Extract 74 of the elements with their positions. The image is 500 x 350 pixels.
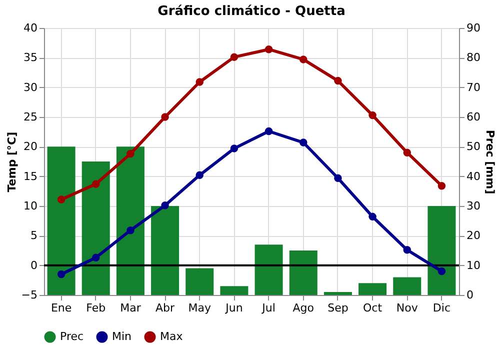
point — [334, 76, 342, 85]
y2-tick-label: 40 — [466, 170, 480, 183]
y-tick-label: 10 — [24, 200, 38, 212]
bar — [393, 277, 422, 295]
bar — [289, 250, 318, 295]
point — [334, 174, 342, 182]
bar — [82, 162, 110, 295]
y-tick-label: 0 — [30, 258, 38, 272]
bar — [428, 206, 456, 295]
bar — [324, 292, 352, 295]
y2-tick-label: 50 — [466, 140, 480, 154]
y-tick-label: 35 — [24, 51, 38, 64]
y2-tick-label: 90 — [466, 22, 480, 34]
point — [57, 196, 66, 204]
x-tick-label: Feb — [86, 302, 106, 314]
x-tick-label: May — [188, 302, 212, 314]
point — [300, 138, 308, 146]
y2-tick-label: 70 — [466, 80, 480, 94]
point — [57, 270, 66, 278]
bar — [151, 206, 180, 295]
point — [92, 254, 100, 262]
x-tick-label: Abr — [156, 302, 176, 314]
x-tick-label: Nov — [396, 302, 418, 314]
y2-tick-label: 0 — [466, 288, 474, 302]
legend-label: Max — [160, 330, 184, 343]
bar — [116, 146, 144, 295]
y-tick-label: −5 — [21, 288, 38, 302]
bar — [220, 286, 248, 295]
y2-tick-label: 60 — [466, 110, 480, 124]
point — [126, 226, 134, 234]
point — [438, 267, 446, 276]
bar — [254, 244, 283, 295]
point — [403, 148, 411, 156]
point — [161, 202, 169, 210]
point — [438, 182, 446, 190]
chart-title: Gráfico climático - Quetta — [158, 4, 346, 19]
point — [368, 212, 376, 221]
point — [264, 45, 273, 54]
point — [230, 53, 238, 61]
point — [196, 171, 204, 180]
point — [300, 56, 308, 64]
y-tick-label: 20 — [24, 140, 38, 154]
y2-tick-label: 30 — [466, 200, 480, 212]
y-tick-label: 25 — [24, 110, 38, 124]
x-tick-label: Dic — [432, 302, 450, 314]
point — [196, 78, 204, 86]
x-tick-label: Oct — [363, 302, 383, 314]
y2-tick-label: 10 — [466, 258, 480, 272]
legend-label: Prec — [60, 330, 84, 343]
point — [126, 150, 134, 158]
point — [161, 113, 169, 121]
point — [368, 111, 376, 120]
y2-tick-label: 20 — [466, 229, 480, 242]
point — [92, 180, 100, 188]
y2-tick-label: 80 — [466, 51, 480, 64]
x-tick-label: Sep — [328, 302, 348, 314]
bar — [358, 283, 387, 295]
legend-label: Min — [112, 330, 132, 343]
y-tick-label: 5 — [30, 229, 38, 242]
x-tick-label: Ago — [292, 302, 314, 314]
x-tick-label: Mar — [120, 302, 142, 314]
y2-axis-title: Prec [mm] — [483, 130, 496, 194]
point — [403, 246, 411, 254]
x-tick-label: Ene — [50, 302, 72, 314]
x-tick-label: Jun — [224, 302, 243, 314]
bar — [47, 146, 76, 295]
x-tick-label: Jul — [261, 302, 276, 314]
point — [230, 144, 238, 152]
bar — [186, 268, 214, 295]
y-axis-title: Temp [°C] — [5, 132, 18, 192]
y-tick-label: 40 — [24, 22, 38, 34]
y-tick-label: 30 — [24, 80, 38, 94]
y-tick-label: 15 — [24, 170, 38, 183]
point — [264, 127, 273, 136]
